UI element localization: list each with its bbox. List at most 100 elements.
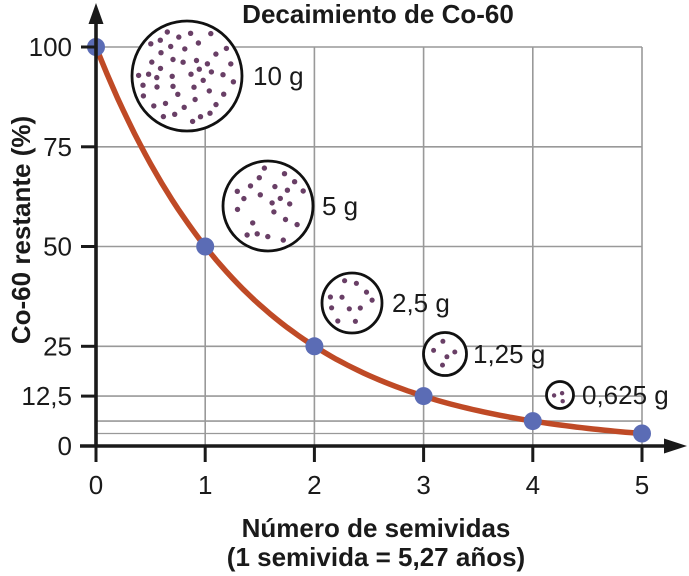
atom-dot (204, 61, 211, 67)
atom-dot (269, 200, 275, 206)
atom-dot (559, 391, 565, 396)
grid-layer (96, 46, 643, 446)
data-point (196, 237, 215, 256)
atom-dot (158, 50, 164, 56)
atom-dot (172, 111, 178, 118)
data-point (523, 412, 542, 431)
x-tick-label: 4 (526, 470, 540, 500)
atom-dot (300, 188, 306, 194)
atom-dot (135, 72, 142, 79)
atom-dot (335, 318, 341, 324)
x-tick-label: 2 (307, 470, 321, 500)
atom-dot (151, 103, 157, 109)
x-axis-label-line1: Número de semividas (242, 513, 511, 543)
atom-dot (272, 183, 278, 190)
atom-dot (160, 113, 167, 120)
atom-dot (221, 91, 227, 97)
decay-curve (93, 44, 645, 437)
atom-dot (148, 41, 154, 47)
sample-bubble-group: 2,5 g (320, 271, 450, 335)
sample-mass-label: 0,625 g (582, 380, 669, 410)
x-axis-arrowhead (664, 438, 687, 454)
sample-bubble-group: 0,625 g (545, 380, 669, 410)
atom-dot (287, 201, 293, 207)
atom-dot (187, 30, 194, 36)
y-tick-label: 50 (43, 232, 72, 262)
x-axis-label-line2: (1 semivida = 5,27 años) (227, 542, 525, 572)
atom-dot (162, 100, 169, 107)
atom-dot (346, 306, 352, 312)
sample-bubble (320, 271, 384, 335)
atom-dot (329, 305, 335, 311)
x-tick-label: 3 (416, 470, 430, 500)
atom-dot (247, 183, 254, 189)
atom-dot (244, 232, 250, 238)
y-tick-label: 12,5 (21, 381, 72, 411)
sample-mass-label: 10 g (253, 61, 304, 91)
atom-dot (560, 399, 565, 404)
sample-mass-label: 1,25 g (473, 339, 545, 369)
atom-dot (234, 188, 240, 194)
atom-dot (353, 280, 359, 286)
atom-dot (149, 59, 155, 65)
atom-dot (182, 46, 188, 52)
atom-dot (189, 118, 196, 125)
atom-dot (164, 29, 170, 35)
y-tick-label: 0 (58, 431, 72, 461)
sample-bubble (221, 159, 315, 253)
sample-bubble (422, 331, 468, 377)
atom-dot (168, 43, 174, 50)
atom-dot (271, 209, 277, 215)
atom-dot (444, 354, 450, 360)
atom-dot (261, 165, 268, 171)
atom-dot (369, 297, 375, 303)
tick-label-layer: 100 75 50 25 12,5 00 1 2 3 4 5 (21, 32, 649, 500)
atom-dot (157, 65, 164, 72)
chart-title: Decaimiento de Co-60 (242, 0, 514, 29)
atom-dot (213, 101, 219, 108)
atom-dot (257, 192, 263, 198)
atom-dot (169, 73, 175, 80)
atom-dot (154, 74, 160, 81)
atom-dot (175, 91, 181, 98)
atom-dot (452, 349, 458, 355)
atom-dot (230, 79, 237, 85)
data-point (414, 387, 433, 406)
atom-dot (196, 66, 202, 72)
atom-dot (208, 69, 215, 75)
atom-dot (241, 195, 247, 202)
sample-bubble-group: 1,25 g (422, 331, 545, 377)
data-point (633, 424, 651, 443)
atom-dot (223, 45, 230, 52)
sample-bubble-group: 5 g (221, 159, 358, 253)
atom-dot (157, 37, 163, 43)
atom-dot (206, 88, 212, 94)
atom-dot (228, 61, 234, 67)
axis-layer (80, 3, 687, 462)
atom-dot (220, 72, 226, 78)
atom-dot (208, 30, 214, 37)
x-tick-label: 0 (89, 470, 103, 500)
atom-dot (170, 83, 176, 90)
caption-layer: Decaimiento de Co-60 Co-60 restante (%) … (6, 0, 525, 572)
sample-bubble (545, 380, 575, 410)
atom-dot (250, 220, 256, 226)
atom-dot (207, 110, 213, 116)
atom-dot (176, 34, 182, 40)
atom-dot (551, 393, 557, 398)
atom-dot (191, 84, 197, 90)
atom-dot (180, 59, 186, 65)
atom-dot (213, 51, 219, 57)
atom-dot (140, 93, 147, 99)
atom-dot (277, 195, 283, 202)
atom-dot (200, 77, 206, 84)
atom-dot (294, 221, 300, 228)
x-tick-label: 1 (198, 470, 212, 500)
atom-dot (265, 233, 271, 240)
atom-dot (357, 305, 363, 311)
atom-dot (431, 347, 437, 353)
sample-mass-label: 2,5 g (392, 288, 450, 318)
y-tick-label: 25 (43, 331, 72, 361)
